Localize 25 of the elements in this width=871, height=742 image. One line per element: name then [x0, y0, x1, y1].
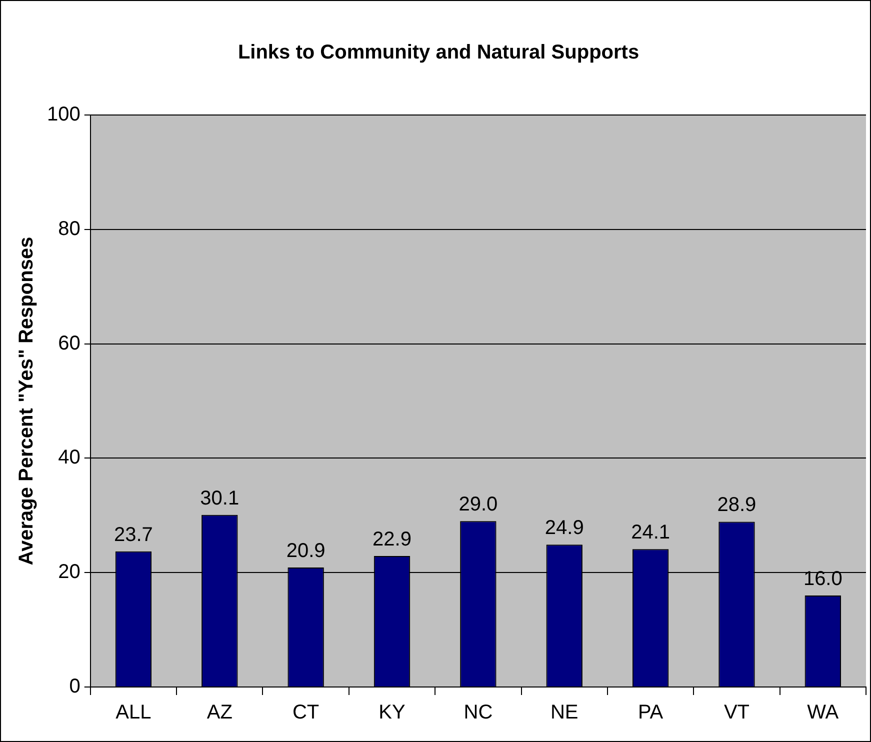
- y-tick-label: 60: [58, 332, 80, 354]
- y-tick-label: 100: [46, 104, 80, 126]
- y-tick-label: 80: [58, 218, 80, 240]
- x-tick-label: VT: [724, 702, 750, 724]
- x-tick-label: KY: [378, 702, 406, 724]
- x-tick-label: NC: [464, 702, 493, 724]
- y-axis-title: Average Percent "Yes" Responses: [16, 236, 38, 566]
- data-label: 20.9: [286, 540, 326, 562]
- data-label: 28.9: [717, 494, 756, 516]
- y-tick-label: 0: [69, 676, 80, 698]
- x-tick-label: ALL: [116, 702, 152, 724]
- y-tick-label: 20: [58, 561, 80, 584]
- x-tick-label: AZ: [206, 702, 232, 724]
- y-tick-label: 40: [58, 446, 80, 469]
- x-tick-label: PA: [638, 702, 664, 724]
- chart-title: Links to Community and Natural Supports: [238, 42, 640, 64]
- x-tick-label: WA: [807, 702, 840, 724]
- x-tick-label: CT: [292, 702, 320, 724]
- data-label: 29.0: [458, 494, 498, 516]
- data-label: 24.9: [544, 517, 584, 540]
- x-tick-label: NE: [550, 702, 578, 724]
- data-label: 22.9: [372, 528, 412, 551]
- data-label: 24.1: [631, 522, 670, 544]
- data-label: 30.1: [200, 487, 240, 510]
- data-label: 23.7: [114, 524, 153, 546]
